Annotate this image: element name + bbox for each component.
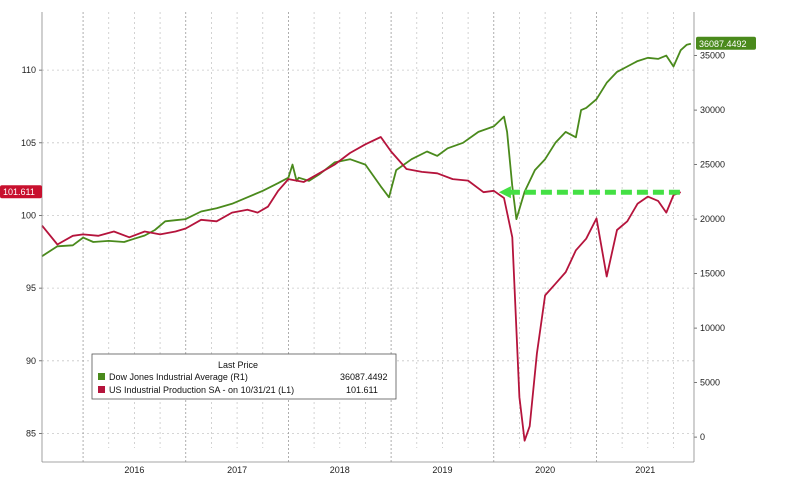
dow-jones-line — [41, 42, 692, 257]
right-tick-label: 0 — [700, 432, 705, 442]
legend-swatch-dow — [98, 373, 105, 380]
right-tick-label: 25000 — [700, 160, 725, 170]
series-layer — [41, 42, 692, 442]
right-last-value-tag-text: 36087.4492 — [699, 39, 747, 49]
right-tick-label: 20000 — [700, 214, 725, 224]
legend-label-ip: US Industrial Production SA - on 10/31/2… — [109, 385, 294, 395]
right-tick-label: 5000 — [700, 378, 720, 388]
left-axis: 85 90 95 100 105 110 — [21, 12, 43, 462]
left-last-value-tag: 101.611 — [0, 185, 42, 199]
right-last-value-tag: 36087.4492 — [696, 36, 756, 50]
year-tick-label: 2020 — [535, 465, 555, 475]
industrial-production-line — [41, 136, 682, 442]
left-tick-label: 85 — [26, 428, 36, 438]
legend-box — [91, 353, 397, 400]
legend-title: Last Price — [218, 360, 258, 370]
legend-value-ip: 101.611 — [346, 385, 378, 395]
left-tick-label: 100 — [21, 210, 36, 220]
right-tick-label: 10000 — [700, 323, 725, 333]
flat-level-arrow-head — [498, 186, 511, 199]
legend-value-dow: 36087.4492 — [340, 372, 388, 382]
left-tick-label: 90 — [26, 356, 36, 366]
right-axis: 0 5000 10000 15000 20000 25000 30000 35000 — [693, 12, 725, 462]
right-last-value-tag-box — [696, 36, 756, 50]
year-tick-label: 2017 — [227, 465, 247, 475]
right-tick-label: 15000 — [700, 269, 725, 279]
legend: Last Price Dow Jones Industrial Average … — [91, 353, 397, 400]
legend-swatch-ip — [98, 386, 105, 393]
left-tick-label: 95 — [26, 283, 36, 293]
left-last-value-tag-box — [0, 185, 42, 199]
year-tick-label: 2021 — [635, 465, 655, 475]
x-axis: 2016 2017 2018 2019 2020 2021 — [42, 461, 694, 475]
year-tick-label: 2019 — [432, 465, 452, 475]
year-tick-label: 2016 — [124, 465, 144, 475]
annotation-layer — [498, 186, 681, 199]
left-tick-label: 105 — [21, 138, 36, 148]
right-tick-label: 35000 — [700, 51, 725, 61]
year-tick-label: 2018 — [330, 465, 350, 475]
legend-label-dow: Dow Jones Industrial Average (R1) — [109, 372, 248, 382]
left-last-value-tag-text: 101.611 — [3, 187, 35, 197]
left-tick-label: 110 — [22, 65, 36, 75]
right-tick-label: 30000 — [700, 105, 725, 115]
